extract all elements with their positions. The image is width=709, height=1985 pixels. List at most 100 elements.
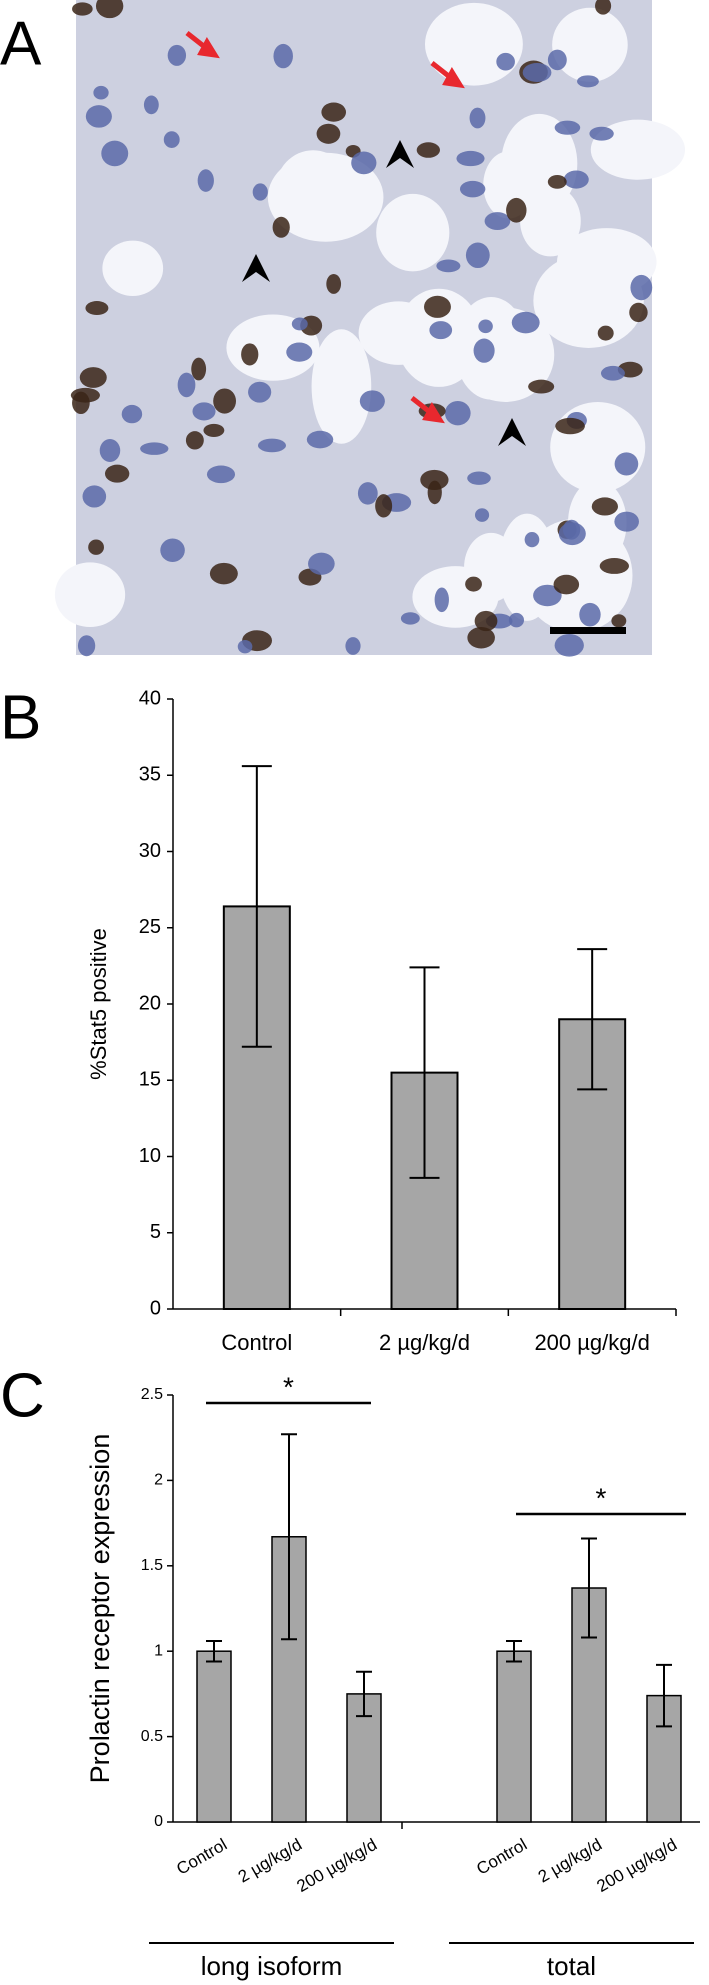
nucleus	[416, 142, 440, 158]
nucleus	[577, 75, 599, 88]
y-tick-label: 2.5	[141, 1386, 163, 1403]
fat-cell	[275, 150, 351, 230]
y-tick-label: 1	[154, 1642, 163, 1659]
nucleus	[272, 216, 290, 238]
nucleus	[533, 584, 562, 607]
red-arrow	[410, 396, 445, 424]
nucleus	[420, 469, 449, 490]
nucleus	[101, 140, 129, 167]
nucleus	[444, 400, 471, 426]
nucleus	[167, 44, 187, 66]
error-bar	[409, 966, 440, 1179]
nucleus	[563, 170, 589, 189]
error-bar	[506, 1639, 522, 1663]
nucleus	[474, 508, 490, 522]
nucleus	[555, 417, 585, 435]
nucleus	[511, 311, 540, 334]
nucleus	[474, 610, 498, 632]
group-label: total	[547, 1951, 596, 1981]
y-tick-label: 1.5	[141, 1557, 163, 1574]
nucleus	[345, 637, 361, 655]
nucleus	[88, 539, 104, 555]
nucleus	[192, 402, 216, 421]
nucleus	[359, 390, 385, 412]
error-bar	[281, 1433, 297, 1641]
nucleus	[496, 52, 515, 71]
nucleus	[85, 105, 112, 128]
nucleus	[163, 131, 180, 148]
fat-cell	[376, 193, 450, 272]
nucleus	[465, 242, 490, 269]
fat-cell	[54, 562, 126, 628]
nucleus	[599, 558, 629, 574]
nucleus	[484, 212, 511, 231]
nucleus	[85, 301, 109, 316]
nucleus	[595, 0, 612, 15]
nucleus	[308, 552, 335, 575]
nucleus	[456, 150, 485, 167]
nucleus	[473, 338, 495, 363]
nucleus	[554, 120, 581, 135]
bar	[196, 1650, 232, 1823]
nucleus	[237, 639, 253, 654]
significance-marker: *	[596, 1482, 607, 1513]
nucleus	[467, 626, 495, 649]
nucleus	[424, 295, 451, 318]
x-tick-label: 200 µg/kg/d	[534, 1330, 649, 1355]
y-tick-label: 25	[139, 916, 161, 938]
nucleus	[547, 175, 567, 189]
arrowhead	[242, 254, 270, 282]
nucleus	[469, 107, 486, 129]
fat-cell	[102, 240, 164, 297]
fat-cell	[556, 228, 657, 296]
y-axis-label: Prolactin receptor expression	[85, 1434, 115, 1784]
nucleus	[589, 126, 614, 141]
fat-cell	[424, 2, 523, 86]
nucleus	[597, 325, 614, 341]
fat-cell	[311, 329, 372, 444]
nucleus	[351, 151, 377, 175]
x-tick-label: 2 µg/kg/d	[379, 1330, 470, 1355]
nucleus	[257, 438, 287, 453]
nucleus	[528, 379, 555, 394]
nucleus	[104, 464, 130, 483]
nucleus	[506, 197, 527, 223]
nucleus	[121, 404, 143, 424]
red-arrow	[430, 61, 465, 89]
x-tick-label: Control	[221, 1330, 292, 1355]
arrowhead	[498, 418, 526, 446]
y-tick-label: 5	[150, 1221, 161, 1243]
nucleus	[206, 465, 236, 484]
nucleus	[306, 430, 334, 449]
error-bar	[206, 1639, 222, 1663]
nucleus	[191, 357, 207, 381]
nucleus	[273, 43, 293, 69]
nucleus	[248, 381, 272, 403]
micrograph	[54, 0, 686, 657]
nucleus	[508, 612, 525, 628]
nucleus	[547, 49, 567, 71]
nucleus	[400, 612, 420, 625]
nucleus	[629, 302, 648, 323]
nucleus	[562, 519, 581, 540]
significance-marker: *	[283, 1371, 294, 1402]
nucleus	[213, 388, 237, 414]
y-tick-label: 0	[154, 1813, 163, 1830]
red-arrow	[185, 31, 220, 59]
bar	[496, 1650, 532, 1823]
nucleus	[459, 180, 486, 198]
nucleus	[611, 614, 627, 628]
nucleus	[434, 587, 449, 613]
nucleus	[326, 273, 342, 294]
nucleus	[241, 343, 259, 366]
panel-label: B	[0, 683, 41, 752]
arrowhead	[386, 140, 414, 168]
fat-cell	[590, 119, 686, 180]
nucleus	[79, 367, 107, 388]
error-bar	[577, 948, 608, 1091]
nucleus	[522, 62, 552, 83]
fat-cell	[550, 401, 646, 493]
panel-label: A	[0, 9, 42, 78]
nucleus	[614, 511, 639, 532]
